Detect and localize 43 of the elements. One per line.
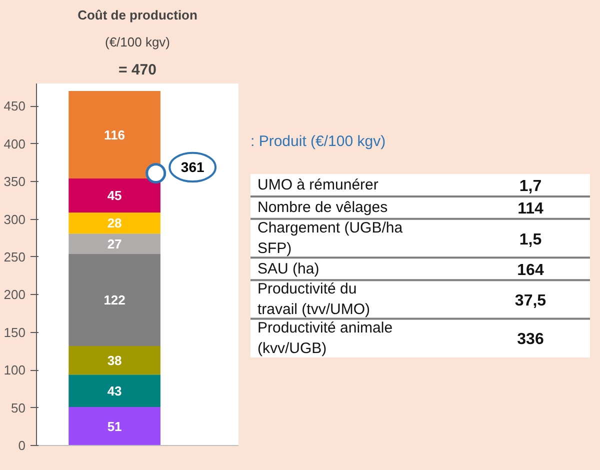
y-tick-label: 250: [4, 249, 26, 264]
category-label: Nombre de vêlages: [258, 199, 388, 216]
data-label: 28: [107, 216, 122, 231]
bar: [68, 212, 160, 234]
text: = 470: [118, 62, 156, 78]
bar: [68, 91, 160, 179]
data-label: 122: [104, 292, 126, 308]
category-label: UMO à rémunérer: [258, 176, 378, 194]
y-tick-label: 400: [4, 136, 26, 152]
text: 37,5: [514, 292, 546, 310]
category-label: SAU (ha): [258, 260, 320, 278]
y-tick-label: 350: [4, 174, 26, 190]
y-tick-label: 200: [4, 287, 26, 302]
bar: [68, 234, 160, 254]
chart-subtitle: (€/100 kgv): [104, 34, 170, 50]
text: 1,7: [519, 178, 542, 196]
text: 164: [517, 262, 544, 279]
data-label: 38: [107, 352, 122, 368]
category-label: Productivité du travail (tvv/UMO): [258, 280, 370, 318]
data-label: 116: [104, 127, 126, 142]
category-label: Productivité animale (kvv/UGB): [258, 319, 393, 357]
bar: [68, 374, 160, 408]
y-tick-label: 100: [4, 362, 26, 378]
y-tick-label: 300: [4, 212, 26, 227]
data-label: 51: [107, 418, 122, 434]
bar: [68, 407, 160, 446]
text: 336: [517, 331, 544, 348]
y-tick-label: 450: [4, 98, 26, 114]
bar: [68, 254, 160, 346]
data-label: 45: [107, 188, 122, 203]
chart-title: Coût de production: [78, 8, 198, 22]
bar: [68, 346, 160, 375]
text: 114: [518, 200, 544, 218]
text: : Produit (€/100 kgv): [250, 132, 386, 150]
y-tick-label: 150: [4, 324, 26, 340]
bar: [68, 178, 160, 212]
y-tick-label: 0: [18, 438, 26, 453]
data-label: 27: [107, 236, 122, 252]
text: 1,5: [519, 231, 542, 248]
category-label: Chargement (UGB/ha SFP): [258, 220, 404, 257]
data-label: 361: [180, 159, 204, 176]
data-label: 43: [107, 383, 122, 398]
y-tick-label: 50: [11, 400, 26, 416]
